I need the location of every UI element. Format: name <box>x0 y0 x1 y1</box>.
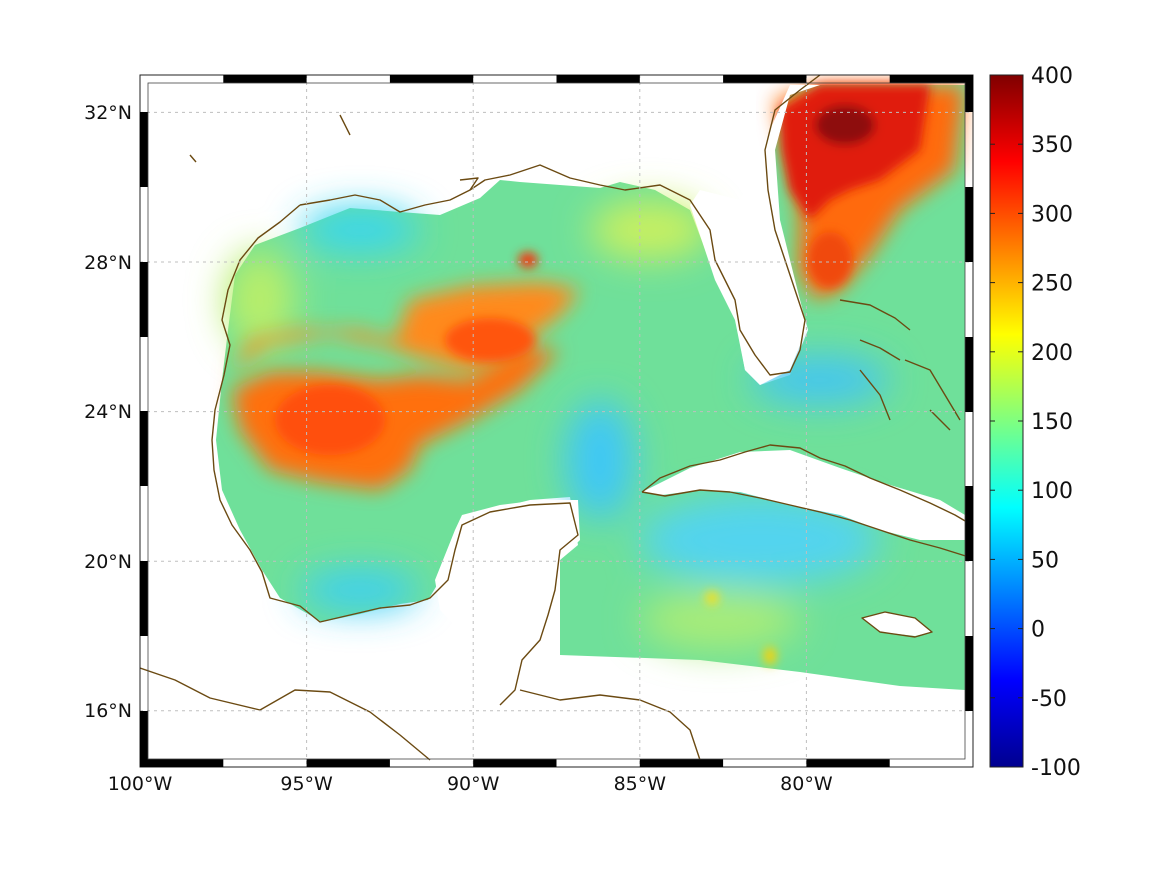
colorbar-ticks: 400 350 300 250 200 150 100 50 0 -50 -100 <box>990 64 1081 781</box>
field-gulf-stream-south <box>808 232 852 288</box>
grid-lines <box>140 75 973 767</box>
colorbar-tick-label: 200 <box>1031 341 1073 366</box>
lon-tick-label: 90°W <box>447 773 500 795</box>
land-florida <box>690 85 820 385</box>
colorbar-tick-label: -100 <box>1031 756 1081 781</box>
field-gulf-stream-core <box>815 105 875 145</box>
lat-tick-label: 24°N <box>84 401 132 423</box>
map-frame <box>139 74 974 768</box>
coastline-cuba <box>641 444 973 559</box>
coastline-bahamas <box>839 299 961 431</box>
colorbar-tick-label: 250 <box>1031 272 1073 297</box>
land-yucatan <box>435 500 580 660</box>
land-bottom <box>140 700 965 767</box>
lon-tick-label: 80°W <box>780 773 833 795</box>
field-yellow-east <box>590 200 710 260</box>
colorbar-tick-label: 400 <box>1031 64 1073 89</box>
frame-bottom <box>140 759 890 767</box>
colorbar-tick-label: 350 <box>1031 133 1073 158</box>
lon-tick-label: 95°W <box>280 773 333 795</box>
coastline-jamaica <box>861 611 933 638</box>
colorbar-tick-label: 300 <box>1031 202 1073 227</box>
field-cyan-north <box>300 208 420 252</box>
lat-tick-label: 16°N <box>84 700 132 722</box>
lon-tick-labels: 100°W 95°W 90°W 85°W 80°W <box>108 773 833 795</box>
field-cyan-south <box>300 570 420 610</box>
colorbar-tick-label: 100 <box>1031 479 1073 504</box>
field-cyan-yucatan <box>565 400 635 520</box>
colorbar-tick-label: 0 <box>1031 618 1045 643</box>
colorbar-tick-label: 50 <box>1031 548 1059 573</box>
frame-right <box>965 75 973 711</box>
lon-tick-label: 100°W <box>108 773 173 795</box>
colorbar-tick-label: 150 <box>1031 410 1073 435</box>
coastline-texas <box>211 204 579 706</box>
frame-top <box>223 75 973 83</box>
lat-tick-label: 28°N <box>84 252 132 274</box>
field-yellow-carib <box>640 590 800 650</box>
frame-left <box>140 112 148 767</box>
field-loop-eddy <box>518 252 538 268</box>
field-cyan-caribbean <box>640 495 880 585</box>
field-orange-gulf <box>232 348 560 490</box>
colorbar-tick-label: -50 <box>1031 687 1067 712</box>
field-yellow-west <box>225 250 295 350</box>
lat-tick-label: 32°N <box>84 102 132 124</box>
field-red-west-core <box>275 385 385 455</box>
field-red-central-core <box>445 318 535 362</box>
colorbar: 400 350 300 250 200 150 100 50 0 -50 -100 <box>989 64 1081 781</box>
field-yellow-spot-2 <box>764 647 776 665</box>
lon-tick-label: 85°W <box>614 773 667 795</box>
lat-tick-labels: 32°N 28°N 24°N 20°N 16°N <box>84 102 132 722</box>
coastline-north-lakes <box>189 114 479 191</box>
field-yellow-spot-1 <box>705 591 719 605</box>
lat-tick-label: 20°N <box>84 551 132 573</box>
coastline-gulf-west <box>299 75 821 376</box>
land-cuba <box>642 450 965 540</box>
